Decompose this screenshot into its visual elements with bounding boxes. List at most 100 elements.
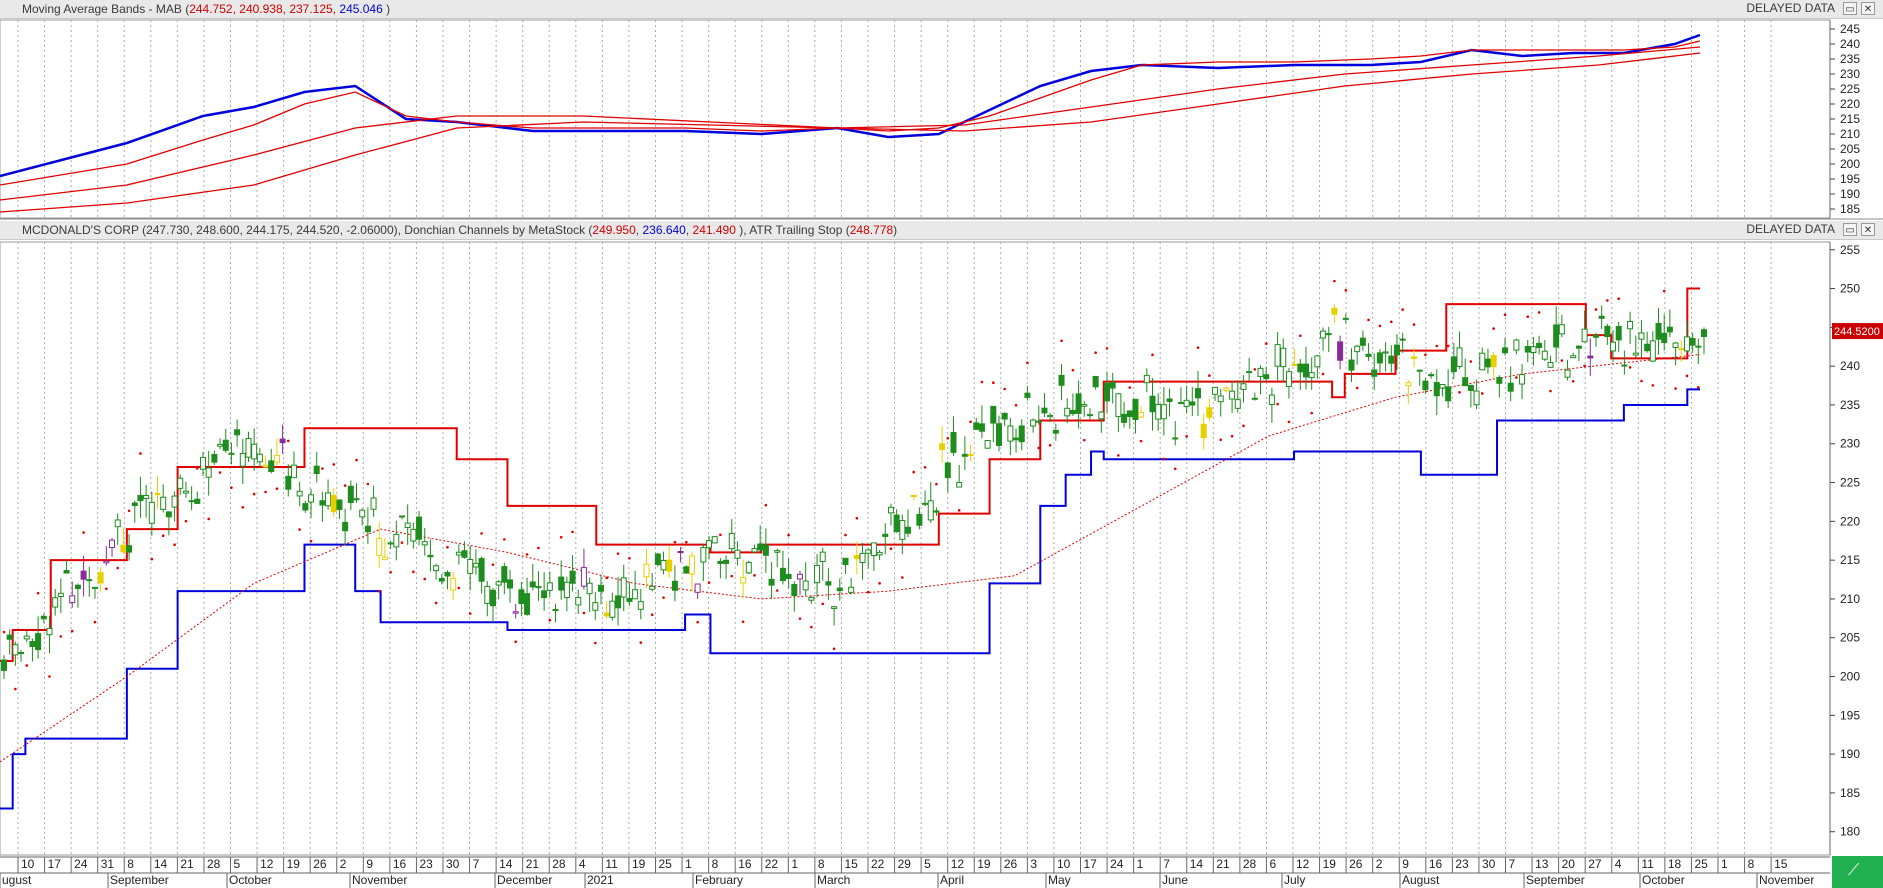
atr-stop-dot: [241, 506, 245, 509]
atr-stop-dot: [1276, 402, 1279, 406]
x-day-tick-label: 16: [1429, 857, 1443, 871]
x-day-tick-label: 4: [579, 857, 586, 871]
atr-stop-dot: [1321, 372, 1325, 376]
candle-body: [1325, 333, 1332, 336]
candle-body: [973, 422, 980, 430]
x-day-tick-label: 28: [1243, 857, 1257, 871]
candle-body: [1610, 341, 1617, 352]
atr-stop-dot: [1333, 279, 1336, 283]
candle-body: [126, 545, 133, 553]
candle-body: [802, 580, 809, 591]
candle-body: [1303, 363, 1310, 378]
atr-stop-dot: [684, 540, 688, 544]
atr-stop-dot: [252, 492, 256, 496]
atr-stop-dot: [935, 482, 938, 486]
atr-stop-dot: [1173, 467, 1177, 471]
candle-body: [52, 597, 59, 608]
x-day-tick-label: 27: [1588, 857, 1602, 871]
candle-body: [1291, 363, 1298, 366]
x-month-label: June: [1162, 873, 1188, 887]
candle-body: [1337, 341, 1344, 361]
candle-body: [1018, 425, 1025, 443]
atr-stop-dot: [1469, 360, 1473, 363]
atr-stop-dot: [48, 675, 51, 678]
x-day-tick-label: 19: [1323, 857, 1337, 871]
candle-body: [1644, 343, 1651, 352]
candle-body: [1143, 374, 1150, 384]
candle-body: [97, 572, 104, 584]
candle-body: [836, 587, 843, 592]
candle-body: [774, 550, 781, 553]
candle-body: [86, 579, 93, 582]
candle-body: [637, 601, 644, 610]
candle-body: [768, 578, 775, 586]
candle-body: [950, 432, 957, 453]
candle-body: [319, 500, 326, 506]
candle-body: [1194, 388, 1201, 399]
mab-series-line: [0, 46, 1701, 201]
candle-body: [313, 465, 320, 475]
candle-body: [1519, 374, 1526, 385]
candle-body: [1536, 342, 1543, 348]
candle-body: [120, 544, 127, 553]
atr-stop-dot: [730, 574, 734, 578]
candle-body: [1149, 395, 1156, 413]
x-day-tick-label: 8: [818, 857, 825, 871]
x-month-label: February: [695, 873, 743, 887]
atr-stop-dot: [1196, 346, 1200, 349]
atr-stop-dot: [366, 482, 370, 486]
donchian-lower-line: [0, 388, 1700, 810]
atr-stop-dot: [764, 503, 768, 507]
candle-body: [1342, 317, 1349, 320]
candle-body: [1297, 363, 1304, 373]
candle-body: [1513, 339, 1520, 351]
x-day-tick-label: 1: [1721, 857, 1728, 871]
atr-stop-dot: [650, 613, 654, 617]
candle-body: [1587, 355, 1594, 359]
atr-stop-dot: [298, 528, 301, 531]
x-day-tick-label: 5: [924, 857, 931, 871]
candle-body: [194, 498, 201, 504]
x-day-tick-label: 9: [1402, 857, 1409, 871]
atr-stop-dot: [2, 630, 6, 634]
donchian-upper-value: 249.950: [592, 223, 636, 237]
atr-stop-dot: [161, 534, 165, 537]
candle-body: [160, 496, 167, 510]
candle-body: [154, 492, 161, 496]
atr-stop-dot: [821, 602, 825, 606]
atr-stop-dot: [1503, 313, 1507, 317]
close-icon[interactable]: ✕: [1861, 1, 1875, 15]
candle-body: [308, 494, 315, 503]
atr-stop-dot: [275, 487, 279, 490]
candle-body: [1234, 399, 1241, 409]
atr-stop-dot: [1094, 351, 1097, 354]
x-day-tick-label: 21: [180, 857, 194, 871]
candle-body: [1183, 399, 1190, 407]
candle-body: [387, 542, 394, 545]
x-day-tick-label: 21: [526, 857, 540, 871]
candle-body: [1069, 409, 1076, 415]
restore-icon[interactable]: ▭: [1843, 1, 1857, 15]
donchian-mid-value: 241.490: [692, 223, 736, 237]
close-icon-2[interactable]: ✕: [1861, 222, 1875, 236]
atr-stop-dot: [946, 436, 950, 440]
candle-body: [1166, 398, 1173, 402]
candle-body: [1030, 419, 1037, 427]
candle-body: [700, 547, 707, 563]
candle-body: [364, 525, 371, 533]
candle-body: [512, 611, 519, 614]
candle-body: [1217, 395, 1224, 403]
restore-icon-2[interactable]: ▭: [1843, 222, 1857, 236]
candle-body: [1445, 386, 1452, 402]
candle-body: [290, 464, 297, 479]
candle-body: [1189, 401, 1196, 406]
candle-body: [620, 577, 627, 598]
price-panel-titlebar: MCDONALD'S CORP (247.730, 248.600, 244.1…: [0, 221, 1883, 240]
atr-stop-dot: [639, 641, 643, 644]
candle-body: [1081, 404, 1088, 407]
candle-body: [597, 584, 604, 592]
atr-stop-dot: [1082, 438, 1086, 442]
atr-stop-dot: [753, 574, 756, 577]
candle-body: [177, 477, 184, 489]
candle-body: [1223, 387, 1230, 391]
